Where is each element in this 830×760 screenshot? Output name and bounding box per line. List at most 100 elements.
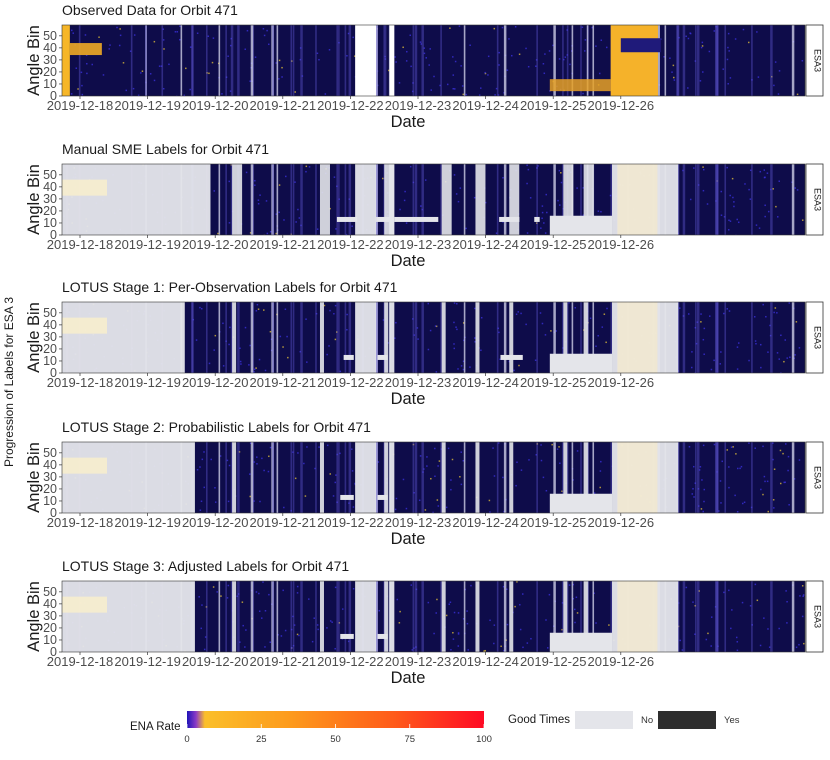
x-tick-label: 2019-12-23 — [385, 98, 452, 113]
panel-frame — [61, 580, 806, 653]
good-time-span — [441, 164, 452, 235]
label-notch — [343, 354, 354, 360]
facet-strip — [805, 441, 824, 514]
good-time-span — [509, 581, 514, 652]
x-tick-label: 2019-12-20 — [182, 237, 249, 252]
good-time-span — [62, 302, 185, 373]
y-tick-label: 30 — [43, 192, 57, 206]
panel-title: Manual SME Labels for Orbit 471 — [62, 141, 269, 157]
warm-region — [62, 25, 70, 96]
x-axis-label: Date — [391, 530, 426, 548]
heatmap-area — [62, 442, 805, 513]
y-tick-label: 20 — [43, 621, 57, 635]
x-tick-label: 2019-12-18 — [47, 98, 114, 113]
good-time-span — [62, 164, 211, 235]
facet-label: ESA3 — [813, 49, 823, 72]
x-tick-label: 2019-12-19 — [114, 654, 181, 669]
x-tick-label: 2019-12-20 — [182, 515, 249, 530]
x-tick-label: 2019-12-20 — [182, 98, 249, 113]
good-time-span — [509, 442, 514, 513]
x-tick-label: 2019-12-20 — [182, 654, 249, 669]
good-time-span — [232, 442, 237, 513]
y-tick-label: 40 — [43, 597, 57, 611]
good-time-span — [563, 302, 568, 373]
x-axis-label: Date — [391, 669, 426, 687]
x-tick-label: 2019-12-24 — [452, 375, 519, 390]
good-time-span — [389, 581, 395, 652]
y-tick-label: 50 — [43, 29, 57, 43]
good-time-span — [583, 302, 588, 373]
good-time-span — [509, 302, 514, 373]
heatmap-area — [62, 25, 805, 96]
x-tick-label: 2019-12-21 — [250, 237, 317, 252]
facet-label: ESA3 — [813, 605, 823, 628]
x-tick-label: 2019-12-23 — [385, 515, 452, 530]
good-time-span — [319, 581, 324, 652]
y-tick-label: 40 — [43, 458, 57, 472]
panel-frame — [61, 441, 806, 514]
panel-3: LOTUS Stage 1: Per-Observation Labels fo… — [25, 279, 824, 408]
x-tick-label: 2019-12-24 — [452, 98, 519, 113]
warm-region — [549, 79, 611, 92]
x-axis-label: Date — [391, 390, 426, 408]
y-tick-label: 50 — [43, 306, 57, 320]
y-axis-label: Angle Bin — [25, 302, 43, 373]
warm-region — [610, 25, 658, 96]
y-tick-label: 40 — [43, 180, 57, 194]
label-notch — [377, 354, 388, 360]
facet-strip — [805, 24, 824, 97]
label-notch — [377, 494, 388, 500]
colorbar-gradient — [187, 711, 484, 728]
good-time-span — [232, 302, 237, 373]
y-tick-label: 20 — [43, 342, 57, 356]
good-time-span — [509, 164, 520, 235]
y-tick-label: 10 — [43, 216, 57, 230]
y-tick-label: 50 — [43, 585, 57, 599]
y-tick-label: 10 — [43, 77, 57, 91]
x-tick-label: 2019-12-26 — [588, 237, 655, 252]
y-tick-label: 40 — [43, 41, 57, 55]
panel-title: LOTUS Stage 2: Probabilistic Labels for … — [62, 419, 371, 435]
panel-2: Manual SME Labels for Orbit 471ESA301020… — [25, 141, 824, 270]
y-tick-label: 0 — [50, 228, 57, 242]
good-time-span — [549, 493, 613, 513]
x-tick-label: 2019-12-19 — [114, 375, 181, 390]
good-time-span — [319, 302, 324, 373]
data-gap — [355, 25, 377, 96]
x-tick-label: 2019-12-25 — [520, 375, 587, 390]
good-time-span — [563, 164, 574, 235]
panel-frame — [61, 301, 806, 374]
good-time-span — [232, 581, 237, 652]
label-notch — [377, 633, 388, 639]
label-notch — [336, 216, 358, 222]
heatmap-base — [62, 25, 805, 96]
x-tick-label: 2019-12-19 — [114, 98, 181, 113]
good-time-span — [549, 632, 613, 652]
x-tick-label: 2019-12-18 — [47, 375, 114, 390]
x-tick-label: 2019-12-23 — [385, 237, 452, 252]
data-gap — [389, 25, 395, 96]
x-tick-label: 2019-12-26 — [588, 98, 655, 113]
x-tick-label: 2019-12-22 — [317, 237, 384, 252]
legend-swatch-yes — [658, 711, 716, 729]
good-time-span — [384, 164, 395, 235]
x-tick-label: 2019-12-22 — [317, 515, 384, 530]
y-axis-label: Angle Bin — [25, 164, 43, 235]
good-time-span — [62, 581, 195, 652]
colorbar-tick-label: 25 — [256, 734, 267, 745]
good-time-span — [441, 302, 446, 373]
facet-strip — [805, 163, 824, 236]
x-tick-label: 2019-12-19 — [114, 237, 181, 252]
legend-label-no: No — [641, 715, 653, 726]
good-time-span — [355, 581, 377, 652]
x-tick-label: 2019-12-26 — [588, 375, 655, 390]
x-tick-label: 2019-12-21 — [250, 515, 317, 530]
heatmap-area — [62, 581, 805, 652]
x-tick-label: 2019-12-26 — [588, 515, 655, 530]
x-tick-label: 2019-12-25 — [520, 654, 587, 669]
y-tick-label: 20 — [43, 482, 57, 496]
label-notch — [499, 216, 520, 222]
y-tick-label: 0 — [50, 89, 57, 103]
y-tick-label: 30 — [43, 470, 57, 484]
legend-good-times: Good Times No Yes — [508, 711, 740, 729]
